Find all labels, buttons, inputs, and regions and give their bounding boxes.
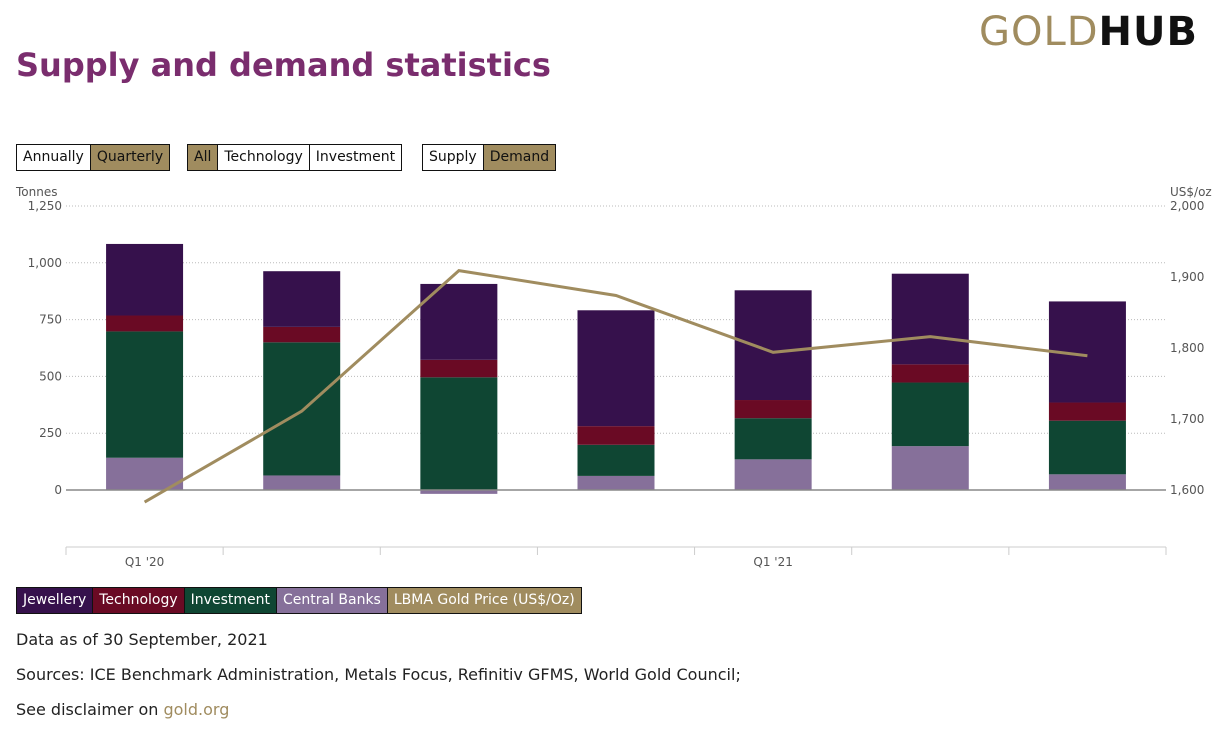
bar-technology [891,364,969,383]
supply-demand-chart: Tonnes US$/oz 0 250 500 750 1,000 1,250 1,600 1,7… [15,185,1212,569]
bar-investment [263,342,341,476]
all-button[interactable]: All [187,144,219,171]
bar-technology [734,400,812,419]
annually-button[interactable]: Annually [16,144,91,171]
bar-technology [1048,402,1126,421]
bar-investment [734,418,812,460]
sources-note: Sources: ICE Benchmark Administration, M… [16,665,741,684]
y-tick-label-right: 1,700 [1170,412,1204,426]
demand-button[interactable]: Demand [482,144,557,171]
bar-investment [106,331,184,458]
bar-technology [577,426,655,445]
y-tick-label-left: 500 [39,369,62,383]
bar-jewellery [891,273,969,365]
gold-price-line [143,269,1088,504]
bar-investment [891,382,969,447]
legend-jewellery[interactable]: Jewellery [16,587,94,614]
bar-central-banks [263,475,341,490]
bar-jewellery [577,310,655,427]
y-tick-label-right: 2,000 [1170,199,1204,213]
period-toggle: Annually Quarterly [16,144,171,171]
disclaimer-note: See disclaimer on gold.org [16,700,229,719]
bar-technology [106,315,184,332]
y-tick-label-right: 1,800 [1170,341,1204,355]
bar-technology [263,326,341,343]
bar-central-banks [734,459,812,490]
y-tick-label-left: 250 [39,426,62,440]
bar-central-banks [577,475,655,490]
y-axis-left-title: Tonnes [15,185,57,199]
goldhub-logo[interactable]: GOLDHUB [979,10,1198,54]
bar-investment [420,377,498,490]
bar-investment [1048,420,1126,475]
bar-central-banks [1048,474,1126,490]
legend-central-banks[interactable]: Central Banks [275,587,388,614]
bar-jewellery [106,243,184,316]
y-tick-label-right: 1,900 [1170,270,1204,284]
bar-investment [577,444,655,476]
bar-jewellery [420,283,498,360]
bar-central-banks [891,446,969,490]
bar-jewellery [263,271,341,327]
side-toggle: Supply Demand [422,144,557,171]
legend-investment[interactable]: Investment [183,587,277,614]
bar-central-banks [106,457,184,490]
chart-legend: Jewellery Technology Investment Central … [16,587,582,614]
supply-button[interactable]: Supply [422,144,484,171]
x-tick-label: Q1 '21 [753,555,792,569]
investment-button[interactable]: Investment [308,144,403,171]
y-tick-label-left: 1,250 [28,199,62,213]
sector-toggle: All Technology Investment [187,144,403,171]
y-tick-label-left: 750 [39,313,62,327]
x-tick-label: Q1 '20 [125,555,164,569]
legend-gold-price[interactable]: LBMA Gold Price (US$/Oz) [386,587,582,614]
bar-central-banks [420,490,498,494]
gold-org-link[interactable]: gold.org [163,700,230,719]
legend-technology[interactable]: Technology [92,587,185,614]
y-tick-label-left: 1,000 [28,256,62,270]
bar-jewellery [734,290,812,401]
bar-technology [420,359,498,378]
y-axis-right-title: US$/oz [1170,185,1212,199]
y-tick-label-right: 1,600 [1170,483,1204,497]
page-title: Supply and demand statistics [16,46,551,84]
quarterly-button[interactable]: Quarterly [89,144,171,171]
y-tick-label-left: 0 [54,483,62,497]
logo-hub-text: HUB [1098,9,1198,55]
disclaimer-prefix: See disclaimer on [16,700,164,719]
logo-gold-text: GOLD [978,9,1099,55]
data-as-of: Data as of 30 September, 2021 [16,630,268,649]
technology-button[interactable]: Technology [217,144,310,171]
